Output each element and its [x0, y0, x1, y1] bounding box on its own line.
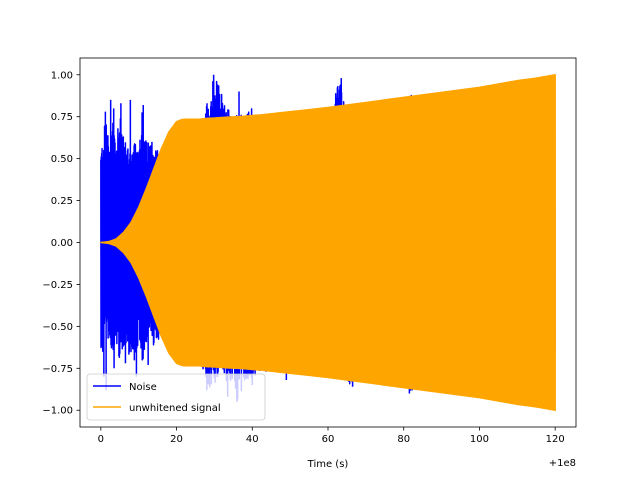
y-tick-label: −0.25 — [42, 280, 73, 291]
legend-label: unwhitened signal — [129, 403, 221, 414]
legend-box — [86, 373, 266, 421]
y-tick-label: 0.50 — [51, 154, 73, 165]
y-tick-label: −0.50 — [42, 322, 73, 333]
x-tick-label: 120 — [546, 434, 565, 445]
y-tick-label: 0.00 — [51, 238, 73, 249]
x-tick-label: 20 — [170, 434, 183, 445]
x-axis-label: Time (s) — [307, 459, 349, 470]
plot-area — [100, 74, 556, 411]
y-tick-label: −1.00 — [42, 406, 73, 417]
x-tick-label: 40 — [246, 434, 259, 445]
legend-label: Noise — [129, 382, 157, 393]
y-tick-label: 0.25 — [51, 196, 73, 207]
unwhitened-signal-series-line — [100, 74, 556, 411]
x-tick-label: 0 — [98, 434, 104, 445]
y-tick-label: 0.75 — [51, 112, 73, 123]
x-offset-label: +1e8 — [549, 458, 576, 469]
legend: Noise unwhitened signal — [86, 373, 266, 421]
y-tick-label: 1.00 — [51, 70, 73, 81]
x-tick-label: 80 — [397, 434, 410, 445]
axes: 0 20 40 60 80 100 120 1.00 0.75 0.50 0.25 0.00 −0.25… — [42, 57, 577, 470]
x-tick-label: 60 — [322, 434, 335, 445]
y-tick-label: −0.75 — [42, 364, 73, 375]
x-tick-label: 100 — [470, 434, 489, 445]
